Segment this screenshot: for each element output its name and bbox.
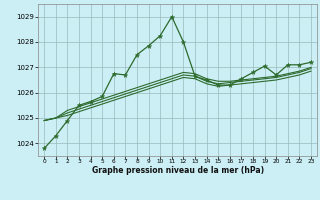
X-axis label: Graphe pression niveau de la mer (hPa): Graphe pression niveau de la mer (hPa) [92, 166, 264, 175]
